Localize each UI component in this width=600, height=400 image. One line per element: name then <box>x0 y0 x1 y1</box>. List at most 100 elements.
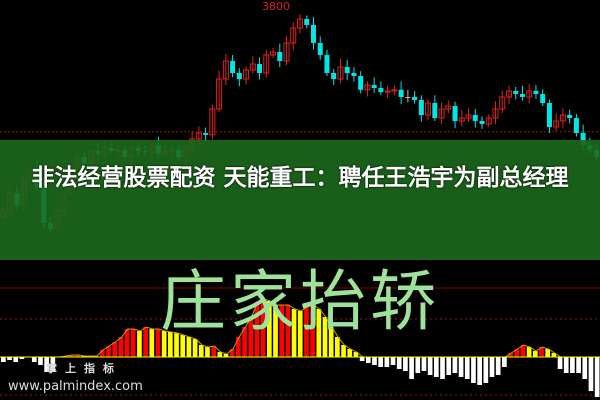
candle-body <box>310 25 316 43</box>
candle-body <box>371 85 377 88</box>
histogram-bar <box>217 352 223 357</box>
candle-body <box>546 103 552 127</box>
candle-body <box>513 91 519 94</box>
candle-body <box>465 114 472 119</box>
histogram-bar <box>38 357 43 365</box>
candle-body <box>567 115 573 118</box>
histogram-bar <box>471 357 476 383</box>
candle-body <box>283 42 290 62</box>
histogram-bar <box>7 357 12 360</box>
histogram-bar <box>44 357 49 372</box>
histogram-bar <box>477 357 482 385</box>
histogram-bar <box>69 355 74 357</box>
candle-body <box>505 90 512 98</box>
candle-body <box>540 94 546 103</box>
histogram-bar <box>347 349 353 357</box>
histogram-bar <box>198 345 204 357</box>
histogram-bar <box>260 299 266 357</box>
histogram-bar <box>149 329 155 357</box>
watermark: 庄家抬轿 <box>160 263 440 340</box>
histogram-bar <box>130 329 136 357</box>
candle-body <box>243 69 250 80</box>
candle-body <box>378 88 384 93</box>
candle-body <box>553 120 560 128</box>
candle-body <box>304 19 310 25</box>
histogram-bar <box>526 347 532 357</box>
histogram-bar <box>427 357 433 375</box>
histogram-bar <box>186 337 192 357</box>
candle-body <box>263 54 270 74</box>
histogram-bar <box>403 357 408 371</box>
candle-body <box>580 133 586 145</box>
candle-body <box>398 89 404 97</box>
candle-body <box>573 118 579 133</box>
histogram-bar <box>458 357 464 377</box>
candle-body <box>331 73 337 79</box>
candle-body <box>432 103 438 118</box>
candle-body <box>391 89 398 92</box>
candle-body <box>445 105 452 110</box>
histogram-bar <box>211 346 216 357</box>
candle-body <box>337 66 344 80</box>
candle-body <box>216 78 223 110</box>
candle-body <box>384 90 391 93</box>
histogram-bar <box>322 317 328 357</box>
candle-body <box>277 52 283 61</box>
histogram-bar <box>1 357 6 362</box>
histogram-bar <box>75 355 80 357</box>
candle-body <box>317 43 323 55</box>
histogram-bar <box>378 357 384 367</box>
histogram-bar <box>304 307 309 357</box>
candle-body <box>533 91 539 94</box>
candle-body <box>358 76 364 90</box>
histogram-bar <box>328 327 334 357</box>
candle-body <box>418 100 424 115</box>
histogram-bar <box>335 337 340 357</box>
histogram-bar <box>446 357 452 375</box>
histogram-bar <box>341 345 346 357</box>
histogram-bar <box>588 357 594 391</box>
candle-body <box>519 94 525 97</box>
candle-body <box>499 96 506 110</box>
histogram-bar <box>594 357 600 397</box>
histogram-bar <box>452 357 458 373</box>
headline-title: 非法经营股票配资 天能重工：聘任王浩宇为副总经理 <box>31 165 569 191</box>
histogram-bar <box>359 357 365 361</box>
histogram-bar <box>502 357 507 367</box>
candle-body <box>364 84 371 91</box>
histogram-bar <box>50 357 56 372</box>
histogram-bar <box>137 331 142 357</box>
candle-body <box>249 63 256 71</box>
histogram-bar <box>557 357 563 369</box>
candle-body <box>344 67 350 73</box>
candle-body <box>351 73 357 76</box>
candle-body <box>324 55 330 73</box>
histogram-bar <box>563 357 569 373</box>
histogram-bar <box>365 357 371 363</box>
histogram-bar <box>291 309 297 357</box>
histogram-bar <box>495 357 501 375</box>
candle-body <box>412 97 418 100</box>
histogram-bar <box>155 329 161 357</box>
candle-body <box>452 106 458 121</box>
histogram-bar <box>316 309 322 357</box>
histogram-bar <box>440 357 445 379</box>
headline-banner <box>0 140 600 260</box>
histogram-bar <box>118 337 124 357</box>
histogram-bar <box>106 346 111 357</box>
histogram-bar <box>236 337 241 357</box>
histogram-bar <box>520 345 526 357</box>
candle-body <box>472 115 478 121</box>
candle-body <box>290 27 297 44</box>
histogram-bar <box>143 327 148 357</box>
histogram-bar <box>124 329 130 357</box>
histogram-bar <box>310 305 315 357</box>
histogram-bar <box>242 327 247 357</box>
histogram-bar <box>514 349 520 357</box>
histogram-bar <box>192 339 198 357</box>
histogram-bar <box>297 311 303 357</box>
candle-body <box>222 60 229 80</box>
histogram-bar <box>168 332 173 357</box>
histogram-bar <box>545 349 551 357</box>
histogram-bar <box>421 357 427 371</box>
